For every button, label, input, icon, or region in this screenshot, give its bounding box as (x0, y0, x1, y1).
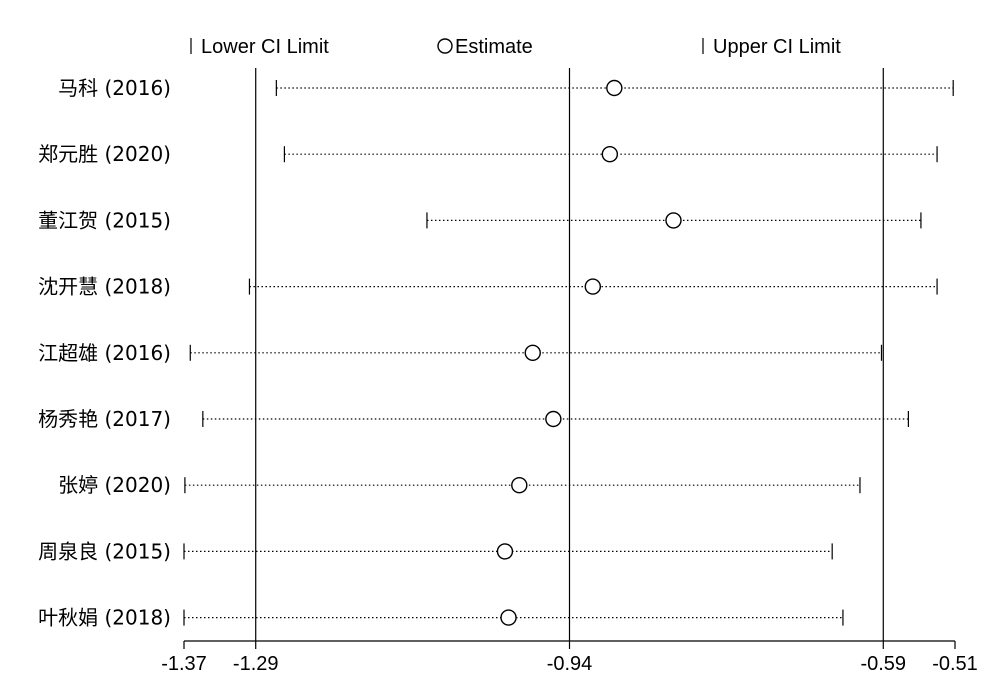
legend: Lower CI Limit Estimate Upper CI Limit (190, 36, 841, 58)
reference-lines (255, 68, 884, 641)
legend-upper-label: Upper CI Limit (713, 36, 841, 58)
estimate-point (606, 79, 623, 97)
study-label: 叶秋娟 (2018) (38, 606, 171, 630)
study-label: 张婷 (2020) (58, 473, 171, 497)
estimate-point (584, 278, 602, 295)
study-label: 马科 (2016) (58, 76, 171, 100)
x-tick-label: -0.51 (932, 653, 978, 675)
x-axis: -1.37 -1.29 -0.94 -0.59 -0.51 (161, 640, 978, 675)
estimate-point (601, 145, 619, 163)
study-row (184, 477, 861, 494)
study-label: 郑元胜 (2020) (38, 142, 171, 166)
legend-estimate-marker (437, 38, 453, 54)
study-label: 江超雄 (2016) (38, 341, 171, 365)
x-tick-label: -0.59 (860, 653, 906, 675)
estimate-point (500, 609, 517, 626)
x-tick-label: -1.37 (161, 653, 207, 675)
study-row (275, 79, 954, 97)
study-label: 周泉良 (2015) (38, 539, 171, 563)
estimate-point (524, 344, 541, 361)
study-row (283, 145, 938, 163)
estimate-point (665, 212, 682, 229)
study-row (248, 278, 938, 295)
study-row (426, 212, 922, 229)
study-row (183, 609, 844, 626)
estimate-point (545, 410, 562, 428)
study-row (189, 344, 883, 361)
study-row (183, 543, 833, 560)
study-label: 董江贺 (2015) (38, 208, 171, 232)
x-axis-ticks: -1.37 -1.29 -0.94 -0.59 -0.51 (161, 641, 978, 675)
study-label: 杨秀艳 (2017) (38, 407, 171, 431)
study-rows (183, 79, 954, 626)
study-labels: 马科 (2016) 郑元胜 (2020) 董江贺 (2015) 沈开慧 (2018) 江… (38, 76, 171, 630)
estimate-point (496, 543, 514, 560)
study-row (202, 410, 909, 428)
x-tick-label: -0.94 (547, 653, 593, 675)
legend-estimate-label: Estimate (455, 36, 533, 58)
legend-lower-label: Lower CI Limit (201, 36, 329, 58)
study-label: 沈开慧 (2018) (38, 275, 171, 299)
x-tick-label: -1.29 (233, 653, 279, 675)
estimate-point (511, 477, 528, 494)
